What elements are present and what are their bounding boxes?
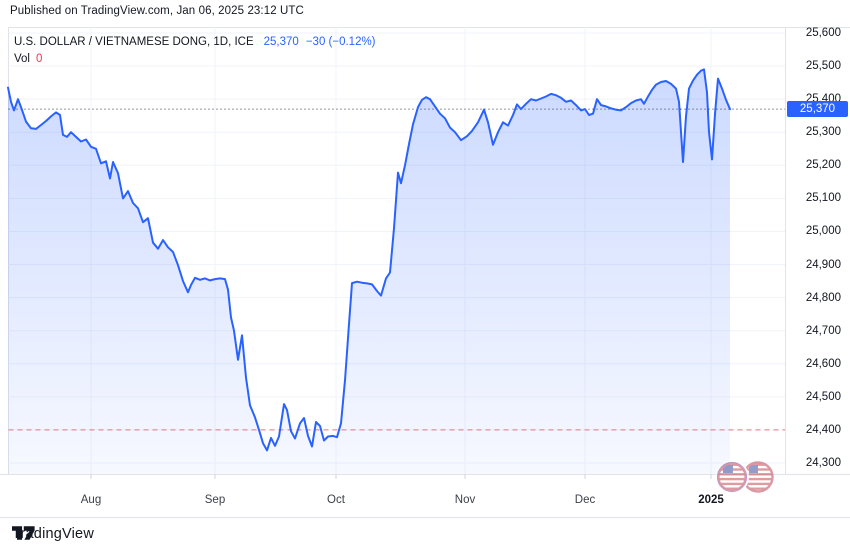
currency-pair-flags-icon xyxy=(715,460,774,494)
price-line-series xyxy=(7,68,731,452)
x-axis-label: 2025 xyxy=(698,494,724,506)
area-series-fill xyxy=(8,69,730,475)
tradingview-brand-link[interactable]: TradingView xyxy=(12,526,94,542)
published-header: Published on TradingView.com, Jan 06, 20… xyxy=(10,5,304,17)
symbol-title: U.S. DOLLAR / VIETNAMESE DONG, 1D, ICE xyxy=(14,36,254,48)
y-axis-label: 25,500 xyxy=(805,60,841,73)
y-axis-label: 24,900 xyxy=(805,258,841,271)
y-axis-label: 25,600 xyxy=(805,27,841,39)
y-axis-label: 24,700 xyxy=(805,324,841,337)
x-axis-label: Aug xyxy=(80,494,102,506)
y-axis-label: 24,400 xyxy=(805,423,841,436)
x-axis-label: Nov xyxy=(454,494,476,506)
volume-label: Vol xyxy=(14,53,30,65)
x-axis-label: Dec xyxy=(574,494,596,506)
volume-legend: Vol 0 xyxy=(14,53,42,65)
y-axis-label: 25,000 xyxy=(805,225,841,238)
usd-flag-icon xyxy=(716,461,748,493)
y-axis-label: 24,500 xyxy=(805,390,841,403)
x-axis-label: Sep xyxy=(204,494,226,506)
y-axis-label: 25,100 xyxy=(805,192,841,205)
y-axis-label: 25,300 xyxy=(805,126,841,139)
y-axis-label: 25,200 xyxy=(805,159,841,172)
time-axis-separator[interactable] xyxy=(0,474,850,475)
footer-separator xyxy=(0,517,850,518)
tradingview-logo-icon xyxy=(12,526,35,540)
volume-value: 0 xyxy=(36,53,43,65)
y-axis-label: 24,800 xyxy=(805,291,841,304)
last-price-text: 25,370 xyxy=(263,36,299,48)
chart-legend: U.S. DOLLAR / VIETNAMESE DONG, 1D, ICE 25… xyxy=(14,36,376,48)
price-axis-separator[interactable] xyxy=(785,27,786,474)
y-axis-label: 24,600 xyxy=(805,357,841,370)
x-axis-label: Oct xyxy=(327,494,345,506)
vnd-flag-icon xyxy=(742,461,774,493)
last-price-badge: 25,370 xyxy=(787,101,848,118)
price-change-text: −30 (−0.12%) xyxy=(305,36,376,48)
plot-top-border xyxy=(8,27,850,28)
y-axis-label: 24,300 xyxy=(805,457,841,469)
